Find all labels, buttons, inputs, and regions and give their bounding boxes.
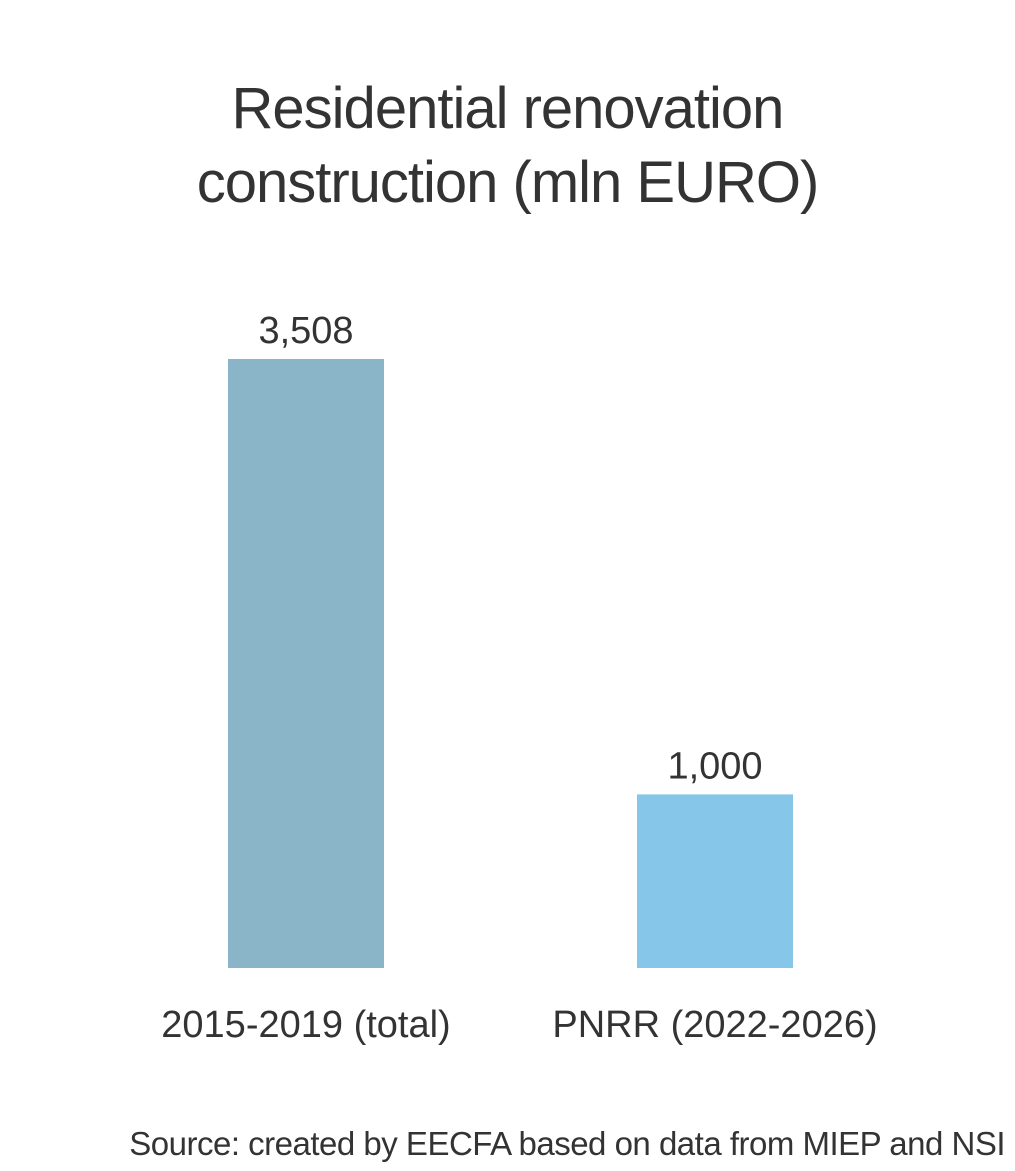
chart-title-line-2: construction (mln EURO) xyxy=(196,150,820,215)
chart-title: Residential renovation construction (mln… xyxy=(0,72,1015,220)
category-label-2: PNRR (2022-2026) xyxy=(552,1004,877,1046)
data-label-2: 1,000 xyxy=(667,745,762,787)
category-label-1: 2015-2019 (total) xyxy=(161,1004,450,1046)
bar-2 xyxy=(637,794,793,968)
bar-1 xyxy=(228,359,384,968)
chart-title-line-1: Residential renovation xyxy=(231,76,785,141)
source-note: Source: created by EECFA based on data f… xyxy=(129,1125,1005,1162)
data-label-1: 3,508 xyxy=(258,310,353,352)
